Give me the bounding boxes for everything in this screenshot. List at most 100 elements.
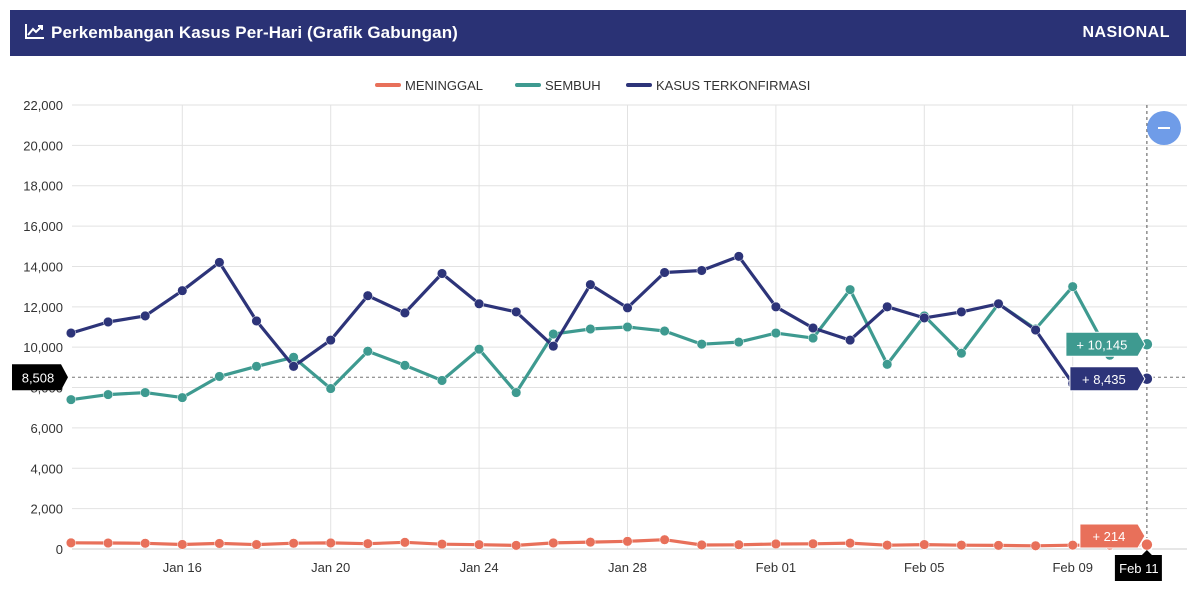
chart-area[interactable]: 02,0004,0006,0008,00010,00012,00014,0001… xyxy=(0,60,1192,595)
data-point-1-0[interactable] xyxy=(65,394,77,405)
data-point-2-8[interactable] xyxy=(362,290,373,301)
data-point-0-24[interactable] xyxy=(956,540,967,551)
data-point-0-2[interactable] xyxy=(140,538,151,549)
data-point-1-2[interactable] xyxy=(140,387,151,398)
data-point-0-20[interactable] xyxy=(807,538,819,549)
y-tick-label: 18,000 xyxy=(23,179,63,194)
data-point-2-1[interactable] xyxy=(103,316,114,328)
data-point-2-9[interactable] xyxy=(399,307,410,318)
data-point-0-13[interactable] xyxy=(548,537,559,548)
data-point-0-3[interactable] xyxy=(177,539,188,550)
data-point-2-10[interactable] xyxy=(436,268,448,279)
data-point-0-19[interactable] xyxy=(770,538,781,550)
data-point-2-7[interactable] xyxy=(325,335,336,346)
tooltip-sembuh: + 10,145 xyxy=(1065,331,1146,357)
y-tick-label: 10,000 xyxy=(23,340,63,355)
data-point-2-16[interactable] xyxy=(659,267,670,278)
data-point-2-3[interactable] xyxy=(177,285,188,296)
crosshair-y-label: 8,508 xyxy=(12,364,68,391)
chart-header: Perkembangan Kasus Per-Hari (Grafik Gabu… xyxy=(10,10,1186,56)
data-point-2-15[interactable] xyxy=(622,302,633,313)
series-line-2[interactable] xyxy=(69,254,1149,386)
data-point-2-26[interactable] xyxy=(1030,324,1041,336)
data-point-0-7[interactable] xyxy=(325,537,336,548)
data-point-2-4[interactable] xyxy=(214,257,225,268)
data-point-1-5[interactable] xyxy=(251,361,262,372)
data-point-0-22[interactable] xyxy=(882,540,893,551)
data-point-0-26[interactable] xyxy=(1030,540,1041,551)
data-point-1-3[interactable] xyxy=(177,392,188,403)
y-tick-label: 20,000 xyxy=(23,138,63,153)
data-point-1-11[interactable] xyxy=(474,344,485,355)
data-point-0-15[interactable] xyxy=(622,536,633,547)
data-point-1-22[interactable] xyxy=(882,359,893,370)
data-point-1-27[interactable] xyxy=(1067,281,1078,292)
data-point-1-1[interactable] xyxy=(103,389,114,400)
data-point-0-27[interactable] xyxy=(1067,540,1078,551)
data-point-2-19[interactable] xyxy=(770,301,781,312)
data-point-0-5[interactable] xyxy=(251,539,262,550)
data-point-1-8[interactable] xyxy=(362,346,373,357)
data-point-2-12[interactable] xyxy=(511,306,522,317)
data-point-0-16[interactable] xyxy=(659,534,670,545)
data-point-1-15[interactable] xyxy=(622,321,633,333)
data-point-2-11[interactable] xyxy=(474,298,485,309)
data-point-1-18[interactable] xyxy=(733,337,744,348)
data-point-2-24[interactable] xyxy=(956,306,967,317)
data-point-0-8[interactable] xyxy=(362,538,373,549)
data-point-2-2[interactable] xyxy=(140,310,151,321)
data-point-0-21[interactable] xyxy=(845,538,856,549)
tooltip-sembuh-box xyxy=(1065,331,1146,357)
data-point-1-13[interactable] xyxy=(548,329,559,340)
data-point-2-18[interactable] xyxy=(733,251,744,262)
data-point-0-10[interactable] xyxy=(436,539,448,550)
data-point-1-4[interactable] xyxy=(214,371,225,382)
data-point-1-24[interactable] xyxy=(956,348,967,359)
data-point-2-6[interactable] xyxy=(288,361,299,372)
data-point-1-19[interactable] xyxy=(770,328,781,339)
data-point-2-13[interactable] xyxy=(548,341,559,352)
data-point-0-12[interactable] xyxy=(511,540,522,551)
data-point-2-23[interactable] xyxy=(919,312,930,323)
data-point-2-22[interactable] xyxy=(882,301,893,312)
data-point-2-17[interactable] xyxy=(696,265,707,276)
data-point-0-18[interactable] xyxy=(733,539,744,550)
data-point-1-14[interactable] xyxy=(585,323,596,335)
data-point-1-17[interactable] xyxy=(696,339,707,350)
tooltip-meninggal-box xyxy=(1079,523,1146,549)
data-point-0-25[interactable] xyxy=(993,540,1004,551)
crosshair-x-value: Feb 11 xyxy=(1119,561,1159,576)
data-point-1-9[interactable] xyxy=(399,360,410,371)
data-point-0-11[interactable] xyxy=(474,539,485,550)
y-tick-label: 4,000 xyxy=(30,461,63,476)
data-point-0-1[interactable] xyxy=(103,537,114,549)
data-point-2-0[interactable] xyxy=(65,328,77,339)
data-point-0-17[interactable] xyxy=(696,539,707,551)
data-point-1-12[interactable] xyxy=(511,387,522,398)
line-chart[interactable]: 02,0004,0006,0008,00010,00012,00014,0001… xyxy=(0,60,1192,595)
data-point-2-14[interactable] xyxy=(585,279,596,290)
data-point-1-20[interactable] xyxy=(807,333,819,344)
data-point-0-23[interactable] xyxy=(919,539,930,550)
data-point-0-0[interactable] xyxy=(65,537,77,548)
data-point-1-7[interactable] xyxy=(325,383,336,394)
tooltip-meninggal-text: + 214 xyxy=(1092,529,1125,544)
data-point-1-10[interactable] xyxy=(436,375,448,386)
data-point-1-21[interactable] xyxy=(845,284,856,295)
x-tick-label: Feb 01 xyxy=(756,560,796,575)
series-line-1[interactable] xyxy=(69,285,1149,402)
zoom-out-button[interactable] xyxy=(1147,111,1181,145)
data-point-0-4[interactable] xyxy=(214,538,225,549)
data-point-1-16[interactable] xyxy=(659,325,670,337)
data-point-0-9[interactable] xyxy=(399,537,410,548)
data-point-2-20[interactable] xyxy=(807,322,819,334)
tooltip-kasus: + 8,435 xyxy=(1069,366,1146,392)
data-point-2-5[interactable] xyxy=(251,315,262,326)
chart-line-icon xyxy=(25,23,45,44)
data-point-0-14[interactable] xyxy=(585,537,596,548)
data-point-2-25[interactable] xyxy=(993,298,1004,309)
data-point-0-6[interactable] xyxy=(288,538,299,549)
data-point-2-21[interactable] xyxy=(845,335,856,346)
scope-label: NASIONAL xyxy=(1082,24,1170,41)
series-line-0[interactable] xyxy=(69,538,1149,548)
